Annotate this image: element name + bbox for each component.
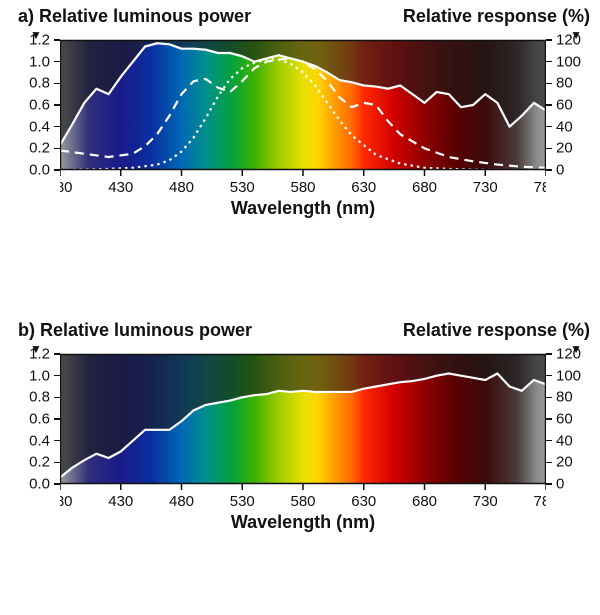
svg-text:630: 630 bbox=[351, 179, 376, 196]
svg-text:430: 430 bbox=[108, 179, 133, 196]
svg-text:530: 530 bbox=[230, 179, 255, 196]
panel-a-tag: a) Relative luminous power bbox=[18, 6, 251, 27]
svg-text:680: 680 bbox=[412, 179, 437, 196]
svg-text:730: 730 bbox=[473, 493, 498, 510]
svg-text:380: 380 bbox=[60, 493, 73, 510]
svg-text:480: 480 bbox=[169, 493, 194, 510]
svg-text:380: 380 bbox=[60, 179, 73, 196]
svg-text:Wavelength (nm): Wavelength (nm) bbox=[231, 512, 375, 532]
svg-text:Wavelength (nm): Wavelength (nm) bbox=[231, 198, 375, 218]
chart-b: 380 430 480 530 580 630 680 730 780 Wavelength (n… bbox=[60, 346, 546, 536]
svg-text:680: 680 bbox=[412, 493, 437, 510]
svg-text:530: 530 bbox=[230, 493, 255, 510]
svg-text:430: 430 bbox=[108, 493, 133, 510]
panel-b-tag: b) Relative luminous power bbox=[18, 320, 252, 341]
panel-a-right-label: Relative response (%) bbox=[403, 6, 590, 27]
chart-a: 380 430 480 530 580 630 680 730 780 Wavelength (n… bbox=[60, 32, 546, 222]
panel-b-right-label: Relative response (%) bbox=[403, 320, 590, 341]
svg-text:730: 730 bbox=[473, 179, 498, 196]
svg-text:580: 580 bbox=[290, 493, 315, 510]
svg-text:780: 780 bbox=[533, 493, 546, 510]
svg-text:580: 580 bbox=[290, 179, 315, 196]
svg-text:780: 780 bbox=[533, 179, 546, 196]
svg-text:480: 480 bbox=[169, 179, 194, 196]
svg-text:630: 630 bbox=[351, 493, 376, 510]
